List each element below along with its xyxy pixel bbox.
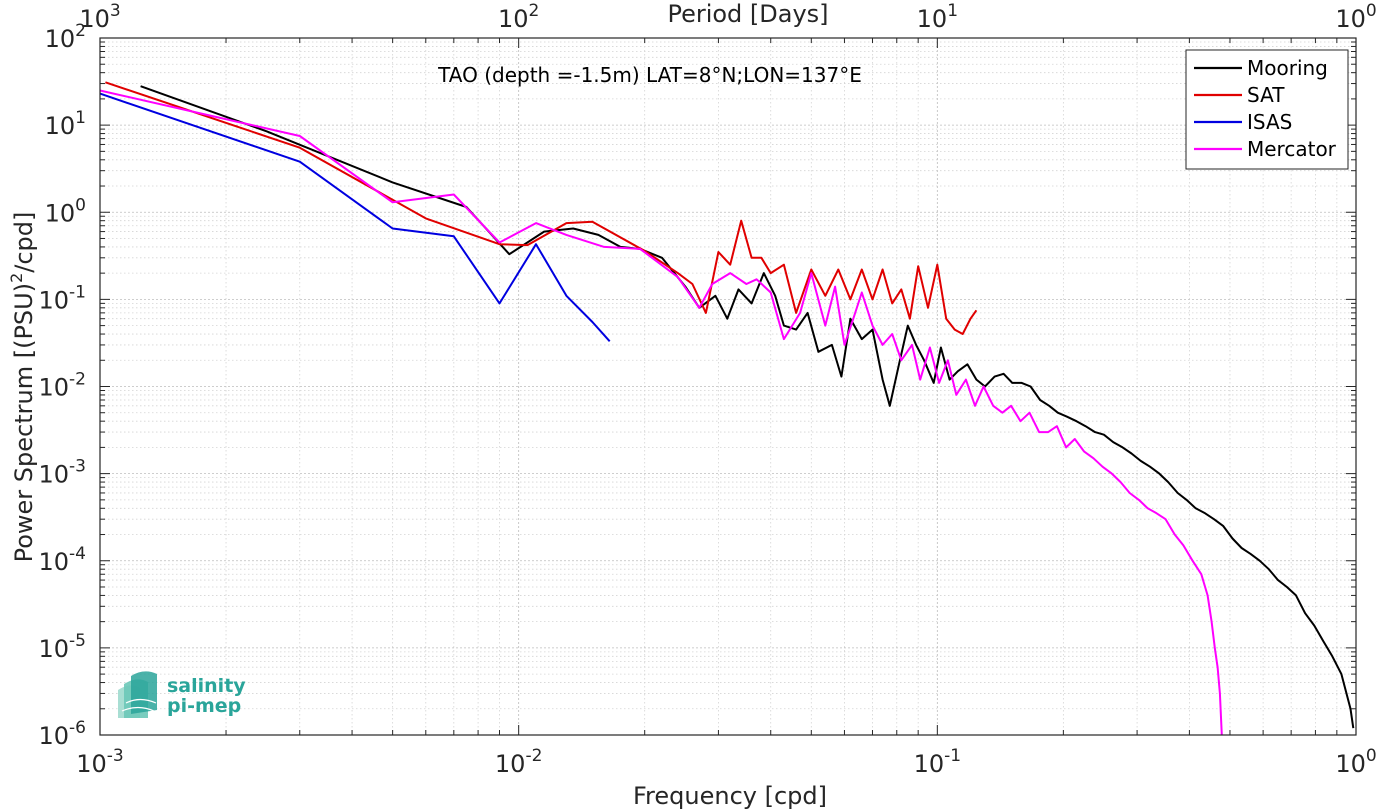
x-top-axis-title: Period [Days] (667, 0, 828, 28)
series-line-mercator (99, 89, 1223, 736)
logo-text-line2: pi-mep (167, 695, 241, 717)
logo-mark-icon (118, 671, 157, 718)
y-tick-label: 10-5 (39, 631, 87, 663)
y-tick-label: 102 (45, 21, 86, 53)
y-tick-label: 10-2 (39, 370, 87, 402)
y-axis-title-unit: /cpd] (10, 212, 38, 273)
y-tick-label: 10-3 (39, 457, 87, 489)
y-tick-label: 10-1 (39, 282, 87, 314)
x-top-tick-label: 101 (917, 1, 958, 33)
tick-marks (99, 37, 1357, 736)
series-layer (99, 81, 1355, 736)
legend: Mooring SAT ISAS Mercator (1185, 49, 1349, 170)
x-tick-label: 10-3 (76, 746, 124, 778)
legend-label-mercator: Mercator (1247, 137, 1337, 161)
logo-text-line1: salinity (167, 675, 246, 697)
x-axis-title: Frequency [cpd] (633, 782, 827, 809)
minor-grid (100, 38, 1356, 735)
x-top-tick-label: 102 (498, 1, 539, 33)
x-tick-label: 10-1 (914, 746, 962, 778)
y-axis-title-exponent: 2 (7, 273, 26, 283)
y-tick-label: 10-6 (39, 718, 87, 750)
y-tick-label: 101 (45, 108, 86, 140)
series-line-isas (99, 92, 611, 342)
chart-title: TAO (depth =-1.5m) LAT=8°N;LON=137°E (437, 63, 862, 87)
legend-label-mooring: Mooring (1247, 56, 1328, 80)
legend-label-isas: ISAS (1247, 110, 1292, 134)
legend-label-sat: SAT (1247, 83, 1285, 107)
series-line-sat (105, 81, 978, 335)
y-axis-title: Power Spectrum [(PSU)2/cpd] (7, 212, 38, 563)
y-tick-label: 10-4 (39, 544, 87, 576)
x-tick-label: 100 (1335, 746, 1376, 778)
y-axis-title-main: Power Spectrum [(PSU) (10, 283, 38, 562)
x-top-tick-label: 103 (79, 1, 120, 33)
y-tick-label: 100 (45, 195, 86, 227)
salinity-pi-mep-logo: salinity pi-mep (118, 671, 246, 718)
series-line-mooring (140, 85, 1355, 729)
x-tick-label: 10-2 (495, 746, 543, 778)
x-top-tick-label: 100 (1335, 1, 1376, 33)
